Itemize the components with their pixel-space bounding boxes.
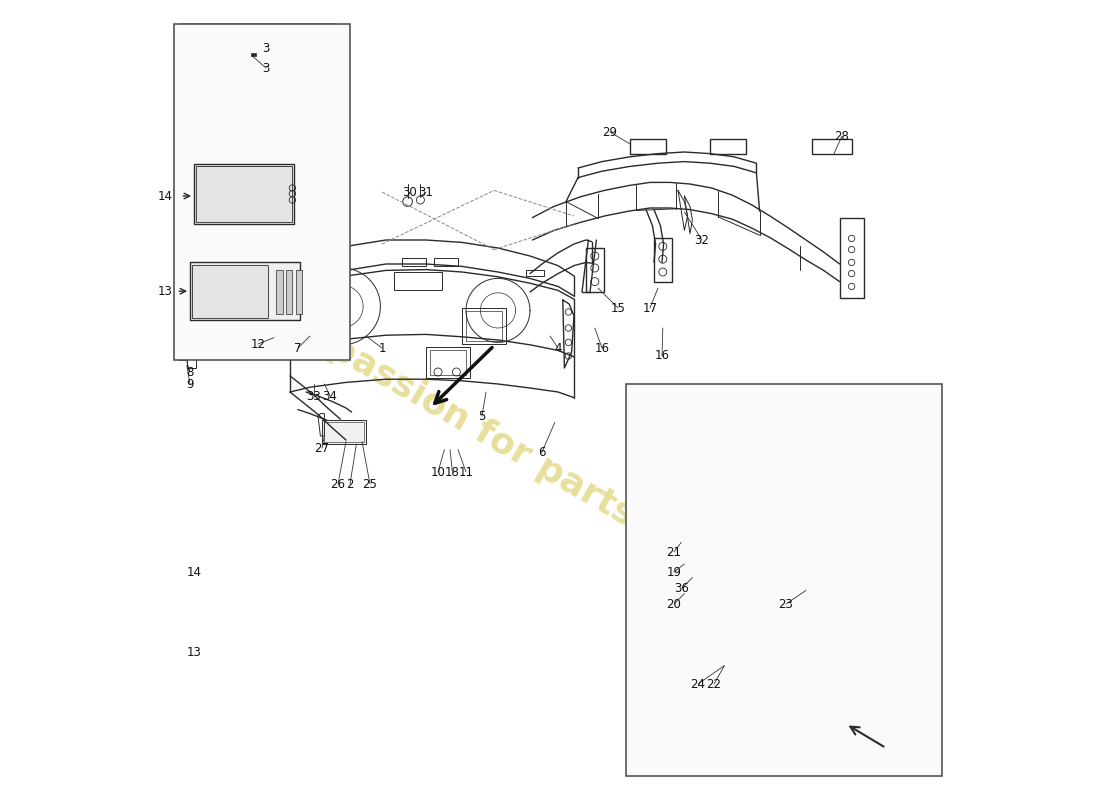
- Text: 27: 27: [315, 442, 330, 454]
- Text: 33: 33: [307, 390, 321, 402]
- Bar: [190, 262, 300, 320]
- Text: 11: 11: [459, 466, 473, 478]
- Bar: [654, 238, 672, 282]
- Bar: [462, 308, 506, 344]
- Text: 31: 31: [419, 186, 433, 198]
- Text: 21: 21: [667, 546, 682, 558]
- Text: 20: 20: [667, 598, 681, 610]
- Text: 18: 18: [446, 466, 460, 478]
- Text: 6: 6: [538, 446, 546, 458]
- Text: 23: 23: [779, 598, 793, 610]
- Text: 3: 3: [262, 62, 270, 74]
- Bar: [586, 248, 604, 292]
- Text: 17: 17: [642, 302, 658, 314]
- Bar: [394, 272, 442, 290]
- Text: 22: 22: [706, 678, 722, 690]
- Bar: [276, 270, 283, 314]
- Text: 16: 16: [654, 350, 670, 362]
- Bar: [174, 24, 350, 360]
- Text: 5: 5: [478, 410, 486, 422]
- Bar: [192, 265, 268, 318]
- Bar: [526, 270, 543, 276]
- Text: 9: 9: [186, 378, 194, 390]
- Text: 36: 36: [674, 582, 690, 594]
- Text: 34: 34: [322, 390, 338, 402]
- Text: 19: 19: [667, 566, 682, 578]
- Bar: [813, 139, 852, 154]
- Text: 25: 25: [363, 478, 377, 490]
- Text: 13: 13: [157, 285, 173, 298]
- Text: 32: 32: [694, 234, 710, 246]
- Text: 29: 29: [603, 126, 617, 138]
- Bar: [434, 258, 458, 266]
- Text: 2: 2: [346, 478, 354, 490]
- Bar: [322, 420, 366, 444]
- Bar: [296, 270, 303, 314]
- Text: 13: 13: [187, 646, 201, 658]
- Bar: [251, 53, 255, 56]
- Text: 3: 3: [262, 42, 270, 54]
- Bar: [197, 166, 292, 222]
- Bar: [194, 164, 294, 224]
- Bar: [324, 422, 364, 442]
- Text: 28: 28: [835, 130, 849, 142]
- Text: 30: 30: [403, 186, 417, 198]
- Text: 14: 14: [187, 566, 201, 578]
- Bar: [187, 352, 197, 368]
- Bar: [286, 270, 293, 314]
- Bar: [182, 24, 334, 192]
- Text: 10: 10: [430, 466, 446, 478]
- Text: 15: 15: [610, 302, 626, 314]
- Text: 8: 8: [186, 366, 194, 378]
- Text: 1: 1: [378, 342, 386, 354]
- Bar: [839, 218, 864, 298]
- Bar: [426, 347, 470, 378]
- Text: 4: 4: [554, 342, 562, 354]
- Text: 7: 7: [295, 342, 301, 354]
- Bar: [430, 350, 466, 375]
- Bar: [710, 139, 746, 154]
- Bar: [630, 139, 666, 154]
- Text: 16: 16: [594, 342, 609, 354]
- Bar: [402, 258, 426, 266]
- Text: 24: 24: [691, 678, 705, 690]
- Bar: [626, 384, 942, 776]
- Text: 14: 14: [157, 190, 173, 202]
- Text: a passion for parts since 1985: a passion for parts since 1985: [292, 311, 840, 649]
- Bar: [466, 311, 502, 341]
- Text: 26: 26: [330, 478, 345, 490]
- Text: 12: 12: [251, 338, 265, 350]
